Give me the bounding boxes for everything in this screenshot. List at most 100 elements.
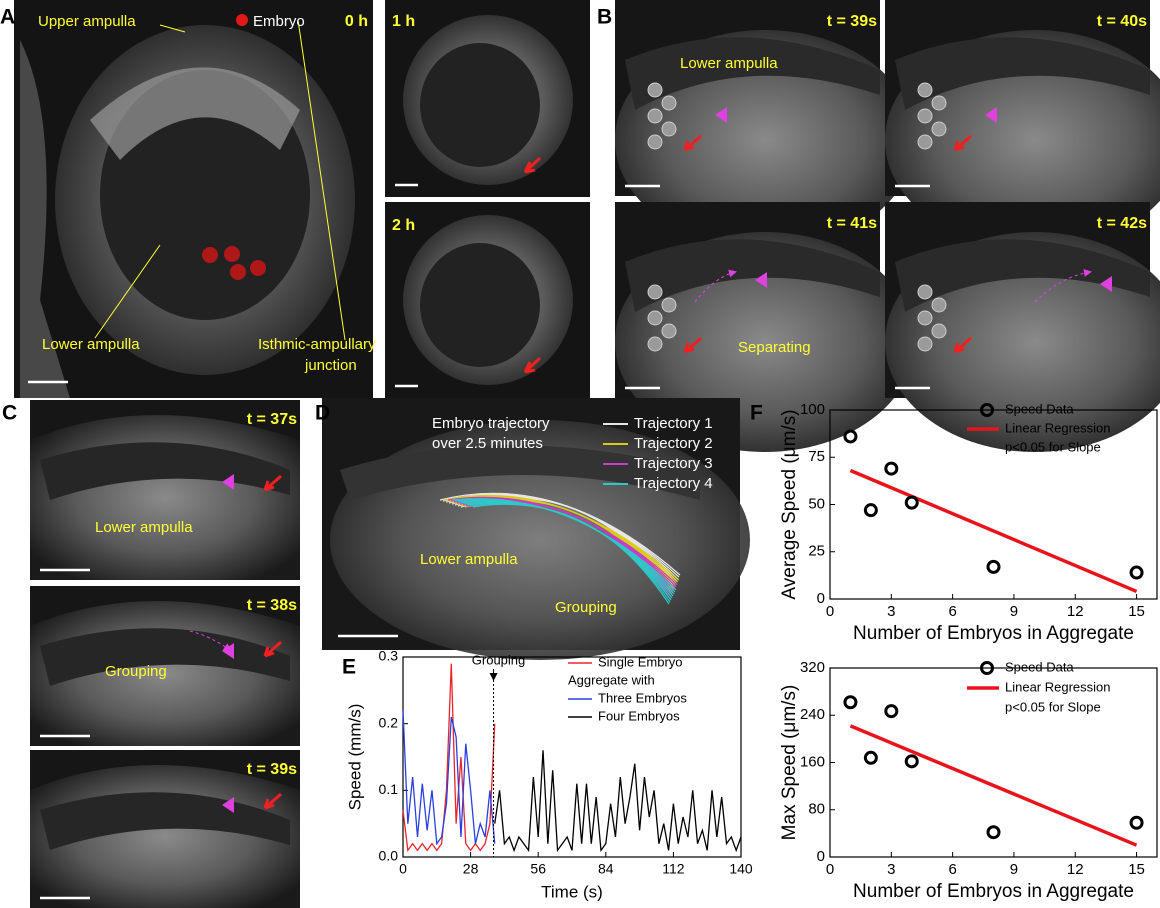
y-tick-label: 50 [808,495,825,512]
legend-note: p<0.05 for Slope [1005,699,1101,714]
legend-label: Speed Data [1005,659,1074,674]
time-label: t = 38s [247,597,297,614]
y-tick-label: 25 [808,543,825,560]
x-tick-label: 56 [530,861,546,877]
x-tick-label: 3 [887,861,895,878]
panel-label: B [597,6,612,29]
embryo [918,285,932,299]
embryo [918,83,932,97]
time-label: 0 h [345,13,368,30]
x-tick-label: 6 [948,861,956,878]
x-tick-label: 0 [826,603,834,620]
y-tick-label: 0.1 [379,781,399,797]
embryo [932,96,946,110]
data-point [988,827,999,838]
x-tick-label: 112 [662,861,685,877]
embryo [662,122,676,136]
annotation: Upper ampulla [38,13,136,30]
y-tick-label: 0.0 [379,848,399,864]
x-tick-label: 140 [729,861,753,877]
annotation: Grouping [105,663,167,680]
embryo [648,311,662,325]
data-point [1131,817,1142,828]
annotation: Grouping [555,599,617,616]
x-tick-label: 12 [1067,603,1084,620]
time-label: 1 h [392,13,415,30]
x-tick-label: 15 [1128,861,1145,878]
legend-note: p<0.05 for Slope [1005,439,1101,454]
legend-label: Trajectory 4 [634,475,713,492]
y-tick-label: 80 [808,801,825,818]
y-tick-label: 0.3 [379,648,399,664]
y-tick-label: 0 [817,590,825,607]
embryo [648,337,662,351]
x-tick-label: 9 [1010,861,1018,878]
time-label: t = 39s [827,13,877,30]
data-point [845,431,856,442]
embryo [918,311,932,325]
embryo [932,122,946,136]
panel-label: C [2,402,17,425]
legend-label: Trajectory 2 [634,435,713,452]
embryo [648,285,662,299]
x-tick-label: 6 [948,603,956,620]
annotation: Lower ampulla [420,551,518,568]
data-point [906,497,917,508]
annotation: Embryo trajectory [432,415,550,432]
time-label: t = 41s [827,215,877,232]
legend-subtitle: Aggregate with [568,672,655,687]
annotation: Lower ampulla [680,55,778,72]
data-point [1131,567,1142,578]
figure: A Upper ampulla Embryo 0 h Lower ampulla… [0,0,1160,908]
embryo [648,83,662,97]
data-point [886,706,897,717]
panel-label: D [315,402,330,425]
legend-label: Four Embryos [598,708,680,723]
embryo [918,135,932,149]
y-tick-label: 240 [800,706,825,723]
series-line [495,750,741,850]
annotation: Lower ampulla [42,336,140,353]
y-tick-label: 0.2 [379,714,399,730]
data-point [886,463,897,474]
x-tick-label: 12 [1067,861,1084,878]
y-axis-label: Max Speed (μm/s) [779,685,800,841]
panel-label: A [0,6,15,29]
embryo [662,96,676,110]
data-point [845,697,856,708]
y-tick-label: 0 [817,848,825,865]
legend-label: Linear Regression [1005,679,1111,694]
data-point [865,505,876,516]
y-tick-label: 320 [800,659,825,676]
time-label: t = 40s [1097,13,1147,30]
data-point [906,756,917,767]
annotation: Embryo [253,13,305,30]
legend-label: Speed Data [1005,401,1074,416]
time-label: 2 h [392,217,415,234]
embryo [648,135,662,149]
panel-label: F [750,402,763,425]
annotation: over 2.5 minutes [432,435,543,452]
annotation: Grouping [472,652,525,667]
embryo [932,298,946,312]
y-axis-label: Speed (mm/s) [345,704,364,811]
annotation: Separating [738,339,811,356]
x-axis-label: Number of Embryos in Aggregate [853,881,1134,902]
legend-label: Trajectory 1 [634,415,713,432]
legend-label: Linear Regression [1005,420,1111,435]
embryo [918,337,932,351]
time-label: t = 42s [1097,215,1147,232]
embryo [662,324,676,338]
panel-b: B t = 39s t = 40s t = 41s t = 42s Lower amp… [597,0,1160,452]
x-tick-label: 15 [1128,603,1145,620]
y-tick-label: 100 [800,401,825,418]
data-point [865,752,876,763]
legend-marker [236,14,248,26]
lumen [420,243,540,367]
y-tick-label: 75 [808,448,825,465]
y-axis-label: Average Speed (μm/s) [779,409,800,599]
x-axis-label: Time (s) [541,882,603,901]
x-tick-label: 0 [399,861,407,877]
time-label: t = 39s [247,761,297,778]
x-tick-label: 84 [598,861,614,877]
